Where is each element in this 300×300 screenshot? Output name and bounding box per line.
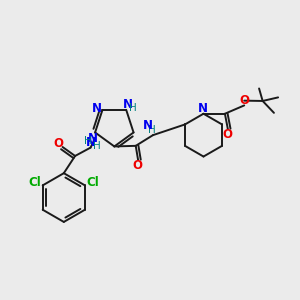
- Text: N: N: [143, 119, 153, 132]
- Text: Cl: Cl: [87, 176, 100, 190]
- Text: O: O: [222, 128, 232, 141]
- Text: N: N: [86, 136, 96, 149]
- Text: H: H: [129, 103, 136, 113]
- Text: N: N: [198, 102, 208, 115]
- Text: N: N: [88, 132, 98, 145]
- Text: H: H: [148, 125, 156, 135]
- Text: N: N: [122, 98, 132, 111]
- Text: N: N: [92, 102, 102, 115]
- Text: O: O: [53, 137, 64, 150]
- Text: H: H: [93, 141, 101, 151]
- Text: O: O: [240, 94, 250, 107]
- Text: O: O: [133, 159, 142, 172]
- Text: H: H: [84, 136, 92, 146]
- Text: Cl: Cl: [28, 176, 41, 190]
